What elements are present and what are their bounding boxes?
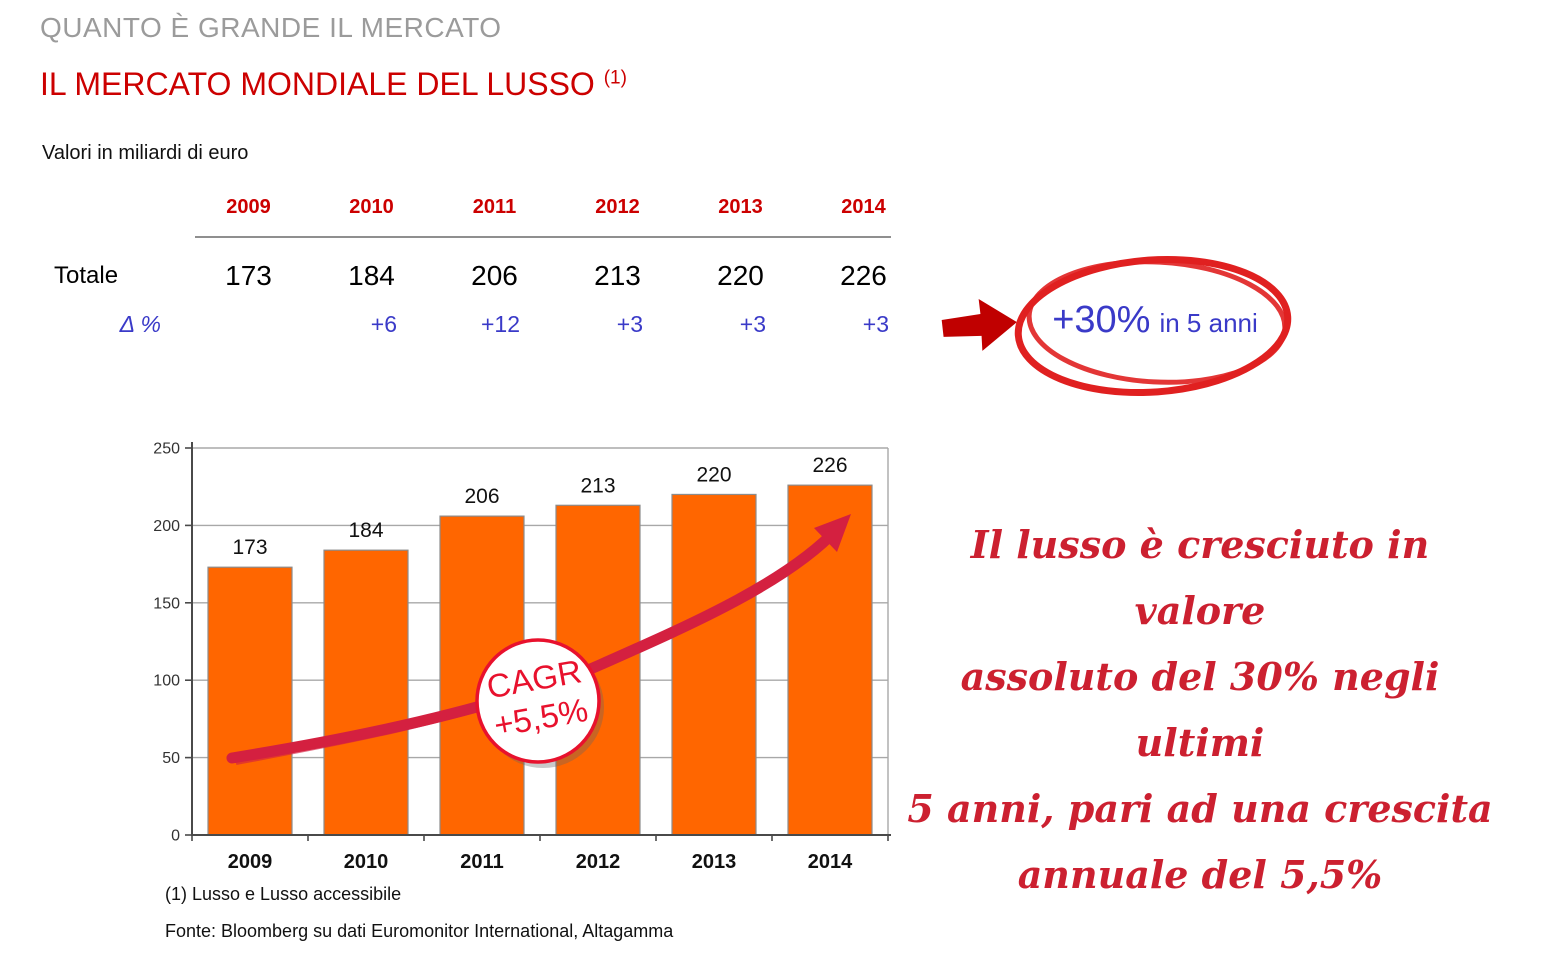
- y-tick-label: 50: [162, 750, 180, 767]
- x-tick-label: 2014: [808, 851, 853, 873]
- x-tick-label: 2011: [460, 851, 503, 873]
- hand-drawn-circle: [1014, 255, 1292, 397]
- bar-value-label: 206: [464, 485, 499, 508]
- highlight-suffix: in 5 anni: [1159, 308, 1258, 338]
- note-line: assoluto del 30% negli ultimi: [960, 654, 1440, 765]
- delta-value: +3: [862, 311, 889, 337]
- bar-value-label: 213: [580, 474, 615, 497]
- delta-value: +12: [480, 311, 520, 337]
- total-row-label: Totale: [54, 262, 119, 289]
- delta-row-label: Δ %: [119, 311, 161, 337]
- y-tick-label: 200: [153, 518, 180, 535]
- x-tick-label: 2010: [344, 851, 389, 873]
- year-header: 2011: [472, 196, 517, 218]
- note-line: annuale del 5,5%: [1017, 852, 1383, 897]
- year-header: 2012: [595, 196, 640, 218]
- year-header: 2010: [349, 196, 394, 218]
- bar: [207, 566, 293, 836]
- page-title-text: IL MERCATO MONDIALE DEL LUSSO: [40, 66, 595, 102]
- source-note: Fonte: Bloomberg su dati Euromonitor Int…: [165, 921, 674, 941]
- y-tick-label: 0: [171, 828, 180, 845]
- y-tick-label: 100: [153, 673, 180, 690]
- bar-value-label: 184: [348, 519, 383, 542]
- highlight-value: +30%: [1052, 299, 1151, 341]
- cagr-badge: [475, 638, 601, 764]
- units-note: Valori in miliardi di euro: [42, 142, 249, 164]
- year-header: 2014: [841, 196, 886, 218]
- table-divider: [195, 236, 891, 238]
- page-title: IL MERCATO MONDIALE DEL LUSSO (1): [40, 66, 627, 103]
- table-total-row: Totale 173 184 206 213 220 226: [40, 256, 925, 296]
- total-value: 206: [471, 260, 518, 291]
- table-year-header-row: 2009 2010 2011 2012 2013 2014: [40, 196, 925, 219]
- handwritten-note: Il lusso è cresciuto in valore assoluto …: [902, 512, 1498, 908]
- delta-value: +3: [616, 311, 643, 337]
- trend-arrow-curve: [226, 522, 844, 764]
- bar: [323, 549, 409, 836]
- total-value: 184: [348, 260, 395, 291]
- bar-value-label: 220: [696, 463, 731, 486]
- year-header: 2013: [718, 196, 763, 218]
- total-value: 173: [225, 260, 272, 291]
- bar-value-label: 173: [232, 536, 267, 559]
- delta-value: +3: [739, 311, 766, 337]
- total-value: 226: [840, 260, 887, 291]
- section-kicker: QUANTO È GRANDE IL MERCATO: [40, 12, 502, 43]
- bar-value-label: 226: [812, 454, 847, 477]
- bar: [671, 493, 757, 836]
- y-tick-label: 250: [153, 441, 180, 458]
- market-bar-chart: 0 50 100 150 200 250 173 2009 184 2010 206 2011 213 2…: [153, 441, 891, 873]
- hand-drawn-arrow-icon: [941, 299, 1017, 351]
- note-line: 5 anni, pari ad una crescita: [907, 786, 1493, 831]
- x-tick-label: 2012: [576, 851, 621, 873]
- year-header: 2009: [226, 196, 271, 218]
- title-footnote-marker: (1): [603, 67, 627, 89]
- total-value: 213: [594, 260, 641, 291]
- trend-arrowhead: [814, 514, 851, 552]
- table-delta-row: Δ % +6 +12 +3 +3 +3: [40, 311, 925, 338]
- footnote: (1) Lusso e Lusso accessibile: [165, 884, 402, 904]
- delta-value: +6: [370, 311, 397, 337]
- highlight-text: +30% in 5 anni: [1022, 299, 1288, 342]
- note-line: Il lusso è cresciuto in valore: [970, 522, 1430, 633]
- spacer-cell: [40, 196, 187, 219]
- delta-value: [187, 311, 310, 338]
- highlight-annotation: [941, 255, 1292, 397]
- total-value: 220: [717, 260, 764, 291]
- x-tick-label: 2013: [692, 851, 737, 873]
- y-tick-label: 150: [153, 595, 180, 612]
- x-tick-label: 2009: [228, 851, 273, 873]
